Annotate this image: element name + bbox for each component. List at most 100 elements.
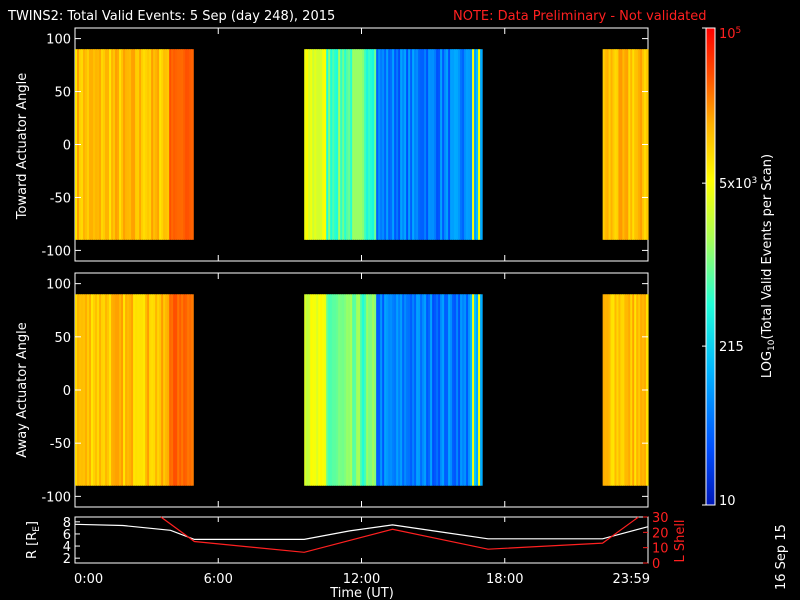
spectrogram-column (442, 294, 445, 486)
r-tick-label: 8 (63, 516, 71, 531)
colorbar-tick-label: 5x103 (719, 176, 757, 192)
spectrogram-column (422, 49, 425, 240)
spectrogram-column (470, 49, 473, 240)
spectrogram-column (131, 294, 134, 486)
spectrogram-column (376, 49, 379, 240)
spectrogram-column (420, 49, 423, 240)
spectrogram-column (380, 294, 383, 486)
spectrogram-column (614, 294, 618, 486)
spectrogram-column (362, 294, 365, 486)
spectrogram-column (392, 294, 395, 486)
ytick-label: -50 (50, 191, 71, 206)
spectrogram-column (628, 49, 631, 240)
spectrogram-column (358, 49, 361, 240)
spectrogram-column (432, 49, 435, 240)
spectrogram-column (350, 49, 353, 240)
spectrogram-column (382, 294, 385, 486)
spectrogram-column (620, 294, 623, 486)
spectrogram-column (89, 294, 92, 486)
spectrogram-column (95, 49, 98, 240)
spectrogram-column (121, 294, 124, 486)
spectrogram-column (620, 49, 623, 240)
spectrogram-column (183, 294, 186, 486)
panel2-yaxis: 100 50 0 -50 -100 (41, 278, 648, 505)
spectrogram-column (416, 49, 419, 240)
colorbar-tick-label: 10 (719, 494, 736, 509)
spectrogram-column (107, 49, 110, 240)
spectrogram-column (388, 294, 391, 486)
spectrogram-column (636, 294, 639, 486)
spectrogram-column (386, 294, 389, 486)
spectrogram-column (123, 294, 126, 486)
r-tick-label: 2 (63, 552, 71, 567)
spectrogram-column (320, 294, 323, 486)
panel1-ylabel: Toward Actuator Angle (15, 73, 30, 220)
spectrogram-column (608, 294, 612, 486)
spectrogram-column (157, 49, 160, 240)
spectrogram-column (149, 49, 152, 240)
spectrogram-column (420, 294, 423, 486)
spectrogram-column (179, 49, 182, 240)
spectrogram-column (416, 294, 419, 486)
ytick-label: -100 (41, 244, 71, 259)
spectrogram-column (143, 294, 146, 486)
spectrogram-column (368, 294, 371, 486)
spectrogram-column (608, 49, 612, 240)
spectrogram-column (310, 294, 313, 486)
spectrogram-column (458, 294, 461, 486)
spectrogram-column (602, 294, 606, 486)
spectrogram-column (105, 294, 108, 486)
spectrogram-column (324, 294, 327, 486)
spectrogram-column (342, 49, 345, 240)
ytick-label: 100 (46, 278, 71, 293)
spectrogram-column (460, 294, 463, 486)
panel1-spectrogram (75, 49, 649, 240)
spectrogram-column (604, 294, 608, 486)
lshell-axis-label: L Shell (673, 519, 688, 562)
spectrogram-column (334, 49, 337, 240)
spectrogram-column (478, 49, 481, 240)
spectrogram-column (446, 294, 449, 486)
spectrogram-column (612, 49, 616, 240)
spectrogram-column (440, 49, 443, 240)
spectrogram-column (410, 49, 413, 240)
ytick-label: 50 (54, 331, 71, 346)
spectrogram-column (127, 294, 130, 486)
spectrogram-column (125, 49, 128, 240)
spectrogram-column (191, 294, 194, 486)
spectrogram-column (396, 49, 399, 240)
spectrogram-column (85, 49, 88, 240)
spectrogram-column (430, 294, 433, 486)
panel3-frame (74, 516, 649, 564)
spectrogram-column (612, 294, 616, 486)
lshell-tick-label: 10 (652, 542, 669, 557)
orbit-lines (74, 516, 649, 553)
spectrogram-column (418, 294, 421, 486)
xtick-label: 0:00 (74, 572, 103, 587)
ytick-label: -50 (50, 437, 71, 452)
spectrogram-column (466, 49, 469, 240)
spectrogram-column (119, 49, 122, 240)
spectrogram-column (638, 294, 641, 486)
spectrogram-column (456, 294, 459, 486)
spectrogram-column (87, 49, 90, 240)
spectrogram-column (606, 49, 610, 240)
panel2-ylabel: Away Actuator Angle (15, 322, 30, 457)
spectrogram-column (440, 294, 443, 486)
spectrogram-column (398, 49, 401, 240)
spectrogram-column (159, 294, 162, 486)
spectrogram-column (308, 49, 311, 240)
spectrogram-column (151, 294, 154, 486)
lshell-tick-label: 20 (652, 526, 669, 541)
ytick-label: -100 (41, 490, 71, 505)
spectrogram-column (394, 49, 397, 240)
spectrogram-column (167, 294, 170, 486)
spectrogram-column (149, 294, 152, 486)
spectrogram-column (374, 294, 377, 486)
spectrogram-column (366, 49, 369, 240)
series-line-r (74, 523, 649, 541)
spectrogram-column (109, 294, 112, 486)
spectrogram-column (426, 294, 429, 486)
